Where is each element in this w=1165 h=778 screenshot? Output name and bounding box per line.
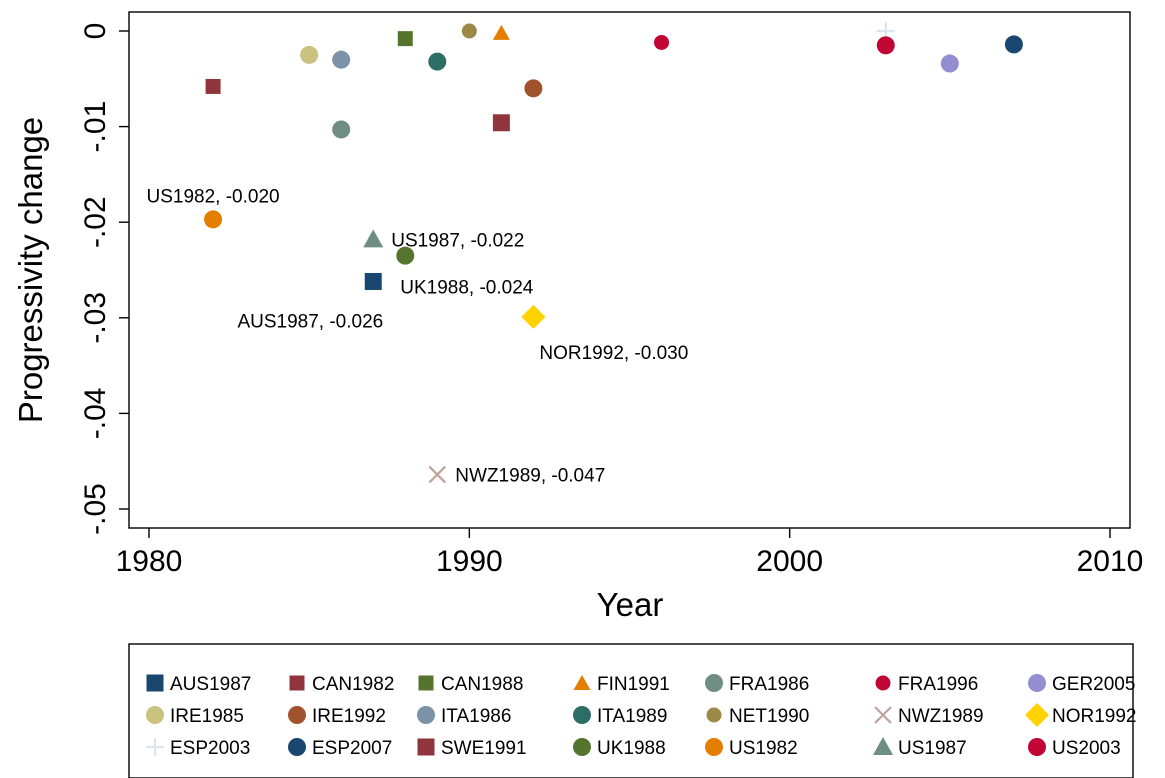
data-label: US1987, -0.022 [391,230,524,251]
legend-marker-us1987 [873,737,893,755]
point-ger2005 [940,54,959,73]
legend-label: UK1988 [597,738,666,759]
legend-marker-us1982 [705,738,723,756]
legend-label: US2003 [1052,738,1121,759]
x-tick-label: 2000 [756,545,823,578]
point-fin1991 [492,24,510,40]
point-esp2007 [1004,35,1023,54]
point-fra1986 [332,120,351,139]
legend-label: NOR1992 [1052,706,1137,727]
legend-label: US1982 [729,738,798,759]
legend-label: ESP2007 [312,738,392,759]
point-nwz1989 [428,465,447,484]
point-us2003 [876,36,895,55]
legend-label: IRE1985 [170,706,244,727]
legend-marker-can1982 [289,675,305,691]
legend-label: US1987 [898,738,967,759]
legend-label: ITA1989 [597,706,667,727]
point-ire1992 [524,79,543,98]
legend-label: FRA1986 [729,674,809,695]
x-tick-label: 2010 [1077,545,1144,578]
point-us1982 [204,210,223,229]
legend-marker-esp2007 [288,738,306,756]
y-tick-label: -.03 [79,292,112,344]
data-label: NWZ1989, -0.047 [455,466,605,487]
legend-marker-net1990 [706,707,722,723]
point-ita1986 [332,50,351,69]
data-points [204,22,1023,484]
y-tick-label: 0 [79,23,112,40]
legend-label: CAN1982 [312,674,394,695]
legend-label: IRE1992 [312,706,386,727]
legend-label: FRA1996 [898,674,978,695]
legend-marker-esp2003 [146,738,164,756]
point-uk1988 [396,246,415,265]
point-net1990 [461,23,477,39]
x-axis: 1980 1990 2000 2010 [116,528,1144,578]
legend-marker-ger2005 [1028,674,1046,692]
point-ire1985 [300,45,319,64]
point-can1988 [397,31,413,47]
legend-marker-us2003 [1028,738,1046,756]
legend-marker-fra1986 [705,674,723,692]
y-tick-label: -.01 [79,101,112,153]
plot-area [128,11,1131,529]
y-axis: 0 -.01 -.02 -.03 -.04 -.05 [79,23,129,535]
legend-marker-aus1987 [146,674,164,692]
legend-marker-nor1992 [1025,703,1049,727]
x-tick-label: 1990 [436,545,503,578]
y-tick-label: -.02 [79,196,112,248]
data-label: NOR1992, -0.030 [539,343,688,364]
point-fra1996 [654,34,670,50]
y-tick-label: -.05 [79,483,112,535]
legend-label: GER2005 [1052,674,1135,695]
legend-marker-ita1989 [573,706,591,724]
legend-marker-nwz1989 [874,706,892,724]
data-label: UK1988, -0.024 [400,278,534,299]
legend-marker-fra1996 [875,675,891,691]
point-us1987 [363,229,384,248]
point-ita1989 [428,52,447,71]
legend-marker-fin1991 [573,675,591,690]
legend-marker-ita1986 [417,706,435,724]
legend-label: SWE1991 [441,738,527,759]
point-swe1991 [492,114,510,132]
legend-marker-can1988 [418,675,434,691]
legend-marker-uk1988 [573,738,591,756]
point-aus1987 [364,272,382,290]
data-label: AUS1987, -0.026 [237,311,383,332]
y-axis-label: Progressivity change [12,117,49,423]
x-axis-label: Year [597,586,664,623]
legend-label: ESP2003 [170,738,250,759]
legend-label: NET1990 [729,706,809,727]
legend-label: FIN1991 [597,674,670,695]
legend-label: AUS1987 [170,674,251,695]
y-tick-label: -.04 [79,388,112,440]
annotations: US1982, -0.020 US1987, -0.022 UK1988, -0.0… [147,186,689,486]
legend-label: CAN1988 [441,674,523,695]
legend-label: ITA1986 [441,706,511,727]
x-tick-label: 1980 [116,545,183,578]
legend-marker-ire1992 [288,706,306,724]
legend-label: NWZ1989 [898,706,984,727]
legend-marker-ire1985 [146,706,164,724]
legend: AUS1987 CAN1982 CAN1988 FIN1991 FRA1986 FRA19… [146,674,1137,759]
legend-marker-swe1991 [417,738,435,756]
point-can1982 [205,78,221,94]
data-label: US1982, -0.020 [147,186,280,207]
point-nor1992 [521,304,546,329]
